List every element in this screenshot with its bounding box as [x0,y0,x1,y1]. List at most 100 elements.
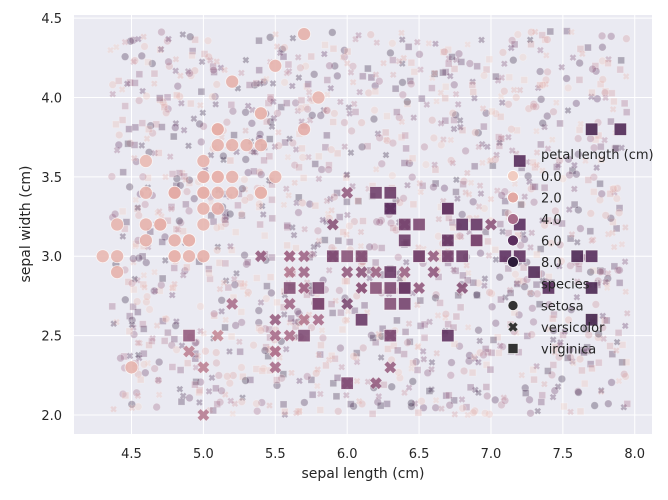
background-point [574,388,583,397]
background-point [440,47,449,56]
background-point [405,159,414,168]
background-point [255,203,264,211]
background-point [171,321,180,330]
background-point [504,100,513,109]
background-point [355,397,364,406]
background-point [603,274,612,283]
background-point [416,296,425,305]
background-point [379,59,388,68]
background-point [303,104,312,114]
data-point [110,249,125,264]
background-point [239,372,247,381]
background-point [212,80,221,89]
data-point [340,186,354,200]
background-point [255,199,264,209]
background-point [404,157,413,166]
background-point [613,338,621,346]
background-point [256,326,266,335]
background-point [213,400,222,408]
background-point [350,217,359,226]
background-point [397,133,406,142]
background-point [545,325,553,333]
background-point [452,312,461,321]
data-point [297,122,311,137]
background-point [497,92,505,101]
background-point [455,231,465,241]
data-point [354,265,369,279]
background-point [413,343,422,351]
background-point [474,143,483,151]
background-point [538,216,547,225]
background-point [146,121,155,130]
background-point [491,245,500,254]
background-point [172,317,181,326]
background-point [273,376,281,384]
background-point [589,143,599,153]
data-point [585,122,599,136]
background-point [118,389,128,399]
background-point [164,57,173,67]
background-point [372,217,381,226]
background-point [563,27,571,35]
background-point [575,126,584,134]
background-point [170,335,179,343]
background-point [197,137,206,147]
background-point [163,104,173,114]
background-point [167,341,176,350]
background-point [574,205,583,215]
background-point [307,52,316,61]
background-point [403,338,412,347]
background-point [119,168,127,176]
background-point [550,386,560,395]
background-point [106,46,115,54]
background-point [371,258,380,267]
data-point [297,27,311,41]
background-point [597,386,606,395]
background-point [321,236,329,244]
background-point [283,69,291,77]
background-point [357,399,367,409]
background-point [527,330,536,339]
background-point [121,38,129,46]
background-point [573,134,583,143]
background-point [284,191,293,200]
background-point [441,68,450,76]
background-point [544,367,552,375]
background-point [511,270,520,279]
background-point [491,318,500,328]
background-point [238,393,247,402]
x-tick-label: 5.5 [265,447,286,462]
background-point [520,76,528,84]
background-point [541,75,551,85]
background-point [149,286,159,296]
background-point [558,174,568,183]
data-point [268,169,283,184]
background-point [173,81,182,91]
background-point [606,32,616,41]
background-point [598,267,607,276]
background-point [554,382,562,391]
data-point [311,297,326,311]
background-point [196,377,205,387]
background-point [408,154,417,163]
background-point [282,184,291,193]
background-point [501,208,510,217]
y-tick-label: 3.5 [41,171,62,186]
background-point [527,40,535,49]
background-point [470,353,478,361]
background-point [169,132,178,141]
background-point [240,175,249,184]
background-point [410,68,419,76]
background-point [504,133,513,142]
background-point [220,66,229,74]
background-point [256,220,264,229]
background-point [295,73,303,82]
data-point [196,408,211,422]
background-point [288,82,297,90]
background-point [464,356,474,366]
background-point [210,68,218,76]
background-point [213,243,222,251]
background-point [344,103,353,112]
x-tick-label: 6.5 [409,447,430,462]
background-point [523,332,532,340]
